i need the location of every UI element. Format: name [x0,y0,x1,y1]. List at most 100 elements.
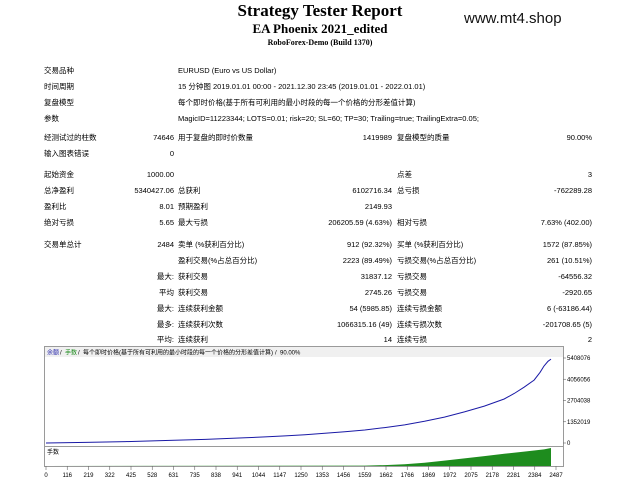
x-tick-label: 2178 [486,473,500,479]
quality-label: 复盘模型的质量 [397,133,450,142]
average-label: 平均 [159,288,174,297]
model-label: 复盘模型 [44,98,74,107]
expected-payoff-value: 2149.93 [364,202,392,211]
x-tick-label: 2075 [464,473,478,479]
lots-area [46,448,551,466]
x-tick-label: 219 [83,473,94,479]
balance-chart-svg: 余额 / 手数 / 每个即时价格(基于所有可利用的最小时段的每一个价格的分形差值… [44,346,591,479]
x-tick-label: 528 [147,473,158,479]
avg-consecutive-wins-value: 14 [383,335,392,344]
bars-value: 74646 [153,133,174,142]
gross-profit-label: 总获利 [178,186,201,195]
net-profit-label: 总净盈利 [44,186,74,195]
loss-trades-label: 亏损交易(%占总百分比) [397,256,477,265]
x-tick-label: 1353 [316,473,330,479]
average-profit-value: 2745.26 [364,288,392,297]
spread-value: 3 [587,170,592,179]
average-loss-label: 亏损交易 [397,288,427,297]
lots-panel [44,446,564,467]
avg-consecutive-losses-value: 2 [587,335,592,344]
y-tick-label: 2704038 [567,399,591,405]
watermark: www.mt4.shop [464,10,562,27]
gross-profit-value: 6102716.34 [352,186,392,195]
quality-value: 90.00% [566,133,592,142]
x-tick-label: 631 [168,473,179,479]
params-value: MagicID=11223344; LOTS=0.01; risk=20; SL… [178,114,479,123]
average-profit-label: 获利交易 [178,288,208,297]
report-build: RoboForex-Demo (Build 1370) [267,38,373,47]
maximal-consecutive-profit-value: 1066315.16 (49) [336,320,392,329]
avg-consecutive-wins-label: 连续获利 [178,335,208,344]
period-label: 时间周期 [44,82,74,91]
profit-factor-label: 盈利比 [44,202,67,211]
chart-legend-sep2: / [78,351,80,357]
absolute-drawdown-label: 绝对亏损 [44,218,74,227]
x-tick-label: 1662 [379,473,393,479]
largest-loss-label: 亏损交易 [397,272,427,281]
loss-trades-value: 261 (10.51%) [546,256,592,265]
maximal-label: 最多: [156,320,174,329]
report-title: Strategy Tester Report [237,1,403,20]
largest-profit-label: 获利交易 [178,272,208,281]
x-tick-label: 425 [126,473,137,479]
chart-legend-quality: 90.00% [280,351,301,357]
long-positions-value: 1572 (87.85%) [542,240,592,249]
x-tick-label: 1972 [443,473,457,479]
short-positions-label: 卖单 (%获利百分比) [178,240,245,249]
x-tick-label: 2487 [549,473,563,479]
report-subtitle: EA Phoenix 2021_edited [252,21,388,36]
balance-chart: 余额 / 手数 / 每个即时价格(基于所有可利用的最小时段的每一个价格的分形差值… [44,346,640,480]
lots-panel-label: 手数 [47,448,59,456]
maximal-consecutive-loss-value: -201708.65 (5) [542,320,592,329]
absolute-drawdown-value: 5.65 [159,218,174,227]
errors-label: 输入图表错误 [44,149,89,158]
y-tick-label: 0 [567,441,571,447]
symbol-label: 交易品种 [44,66,74,75]
ticks-label: 用于复盘的即时价数量 [178,133,253,142]
ticks-value: 1419989 [362,133,392,142]
gross-loss-value: -762289.28 [554,186,592,195]
max-consecutive-losses-value: 6 (-63186.44) [546,304,592,313]
x-tick-label: 1869 [422,473,436,479]
x-tick-label: 116 [62,473,72,479]
deposit-value: 1000.00 [146,170,174,179]
chart-legend-lots: 手数 [65,349,77,357]
largest-profit-value: 31837.12 [360,272,392,281]
x-tick-label: 838 [211,473,222,479]
y-tick-label: 5408076 [567,356,591,362]
x-tick-label: 1250 [294,473,308,479]
deposit-label: 起始资金 [44,170,74,179]
profit-trades-value: 2223 (89.49%) [342,256,392,265]
chart-legend-sep1: / [60,351,62,357]
relative-drawdown-label: 相对亏损 [397,218,427,227]
largest-label: 最大: [156,272,174,281]
max-consecutive-wins-label: 连续获利金额 [178,304,223,313]
largest-loss-value: -64556.32 [558,272,592,281]
y-tick-label: 4056056 [567,377,591,383]
profit-trades-label: 盈利交易(%占总百分比) [178,256,258,265]
avg-consecutive-losses-label: 连续亏损 [397,335,427,344]
profit-factor-value: 8.01 [159,202,174,211]
x-tick-label: 0 [44,473,48,479]
x-axis-ticks: 0 116 219 322 425 528 631 735 838 941 1044 1147 1250… [44,466,563,479]
maximal-drawdown-value: 206205.59 (4.63%) [328,218,392,227]
x-tick-label: 2281 [507,473,521,479]
errors-value: 0 [169,149,174,158]
y-axis-ticks: 5408076 4056056 2704038 1352019 0 [563,356,591,447]
x-tick-label: 735 [190,473,201,479]
y-tick-label: 1352019 [567,420,591,426]
x-tick-label: 1456 [337,473,351,479]
average-loss-value: -2920.65 [562,288,592,297]
maximum-label: 最大: [156,304,174,313]
maximal-drawdown-label: 最大亏损 [178,218,208,227]
x-tick-label: 322 [105,473,116,479]
long-positions-label: 买单 (%获利百分比) [397,240,464,249]
period-value: 15 分钟图 2019.01.01 00:00 - 2021.12.30 23:… [178,82,426,91]
x-tick-label: 941 [232,473,243,479]
x-tick-label: 1766 [401,473,415,479]
expected-payoff-label: 预期盈利 [178,202,208,211]
total-trades-value: 2484 [157,240,174,249]
maximal-consecutive-loss-label: 连续亏损次数 [397,320,442,329]
net-profit-value: 5340427.06 [134,186,174,195]
short-positions-value: 912 (92.32%) [346,240,392,249]
